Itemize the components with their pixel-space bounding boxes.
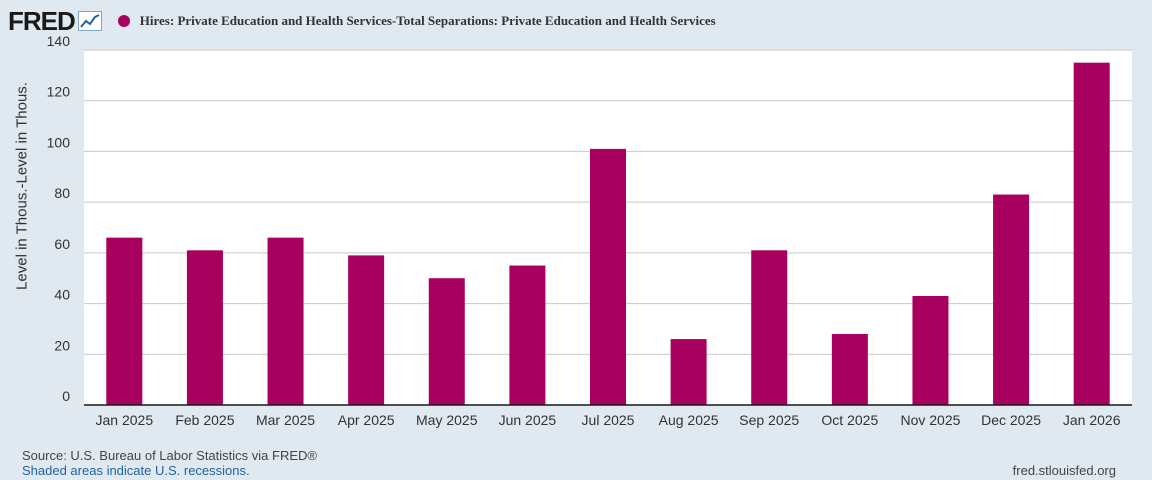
y-tick-label: 60 bbox=[54, 236, 70, 252]
x-tick-label: Oct 2025 bbox=[821, 412, 878, 428]
footer-notes: Source: U.S. Bureau of Labor Statistics … bbox=[22, 448, 317, 478]
x-tick-label: Jan 2026 bbox=[1063, 412, 1121, 428]
x-tick-label: Nov 2025 bbox=[900, 412, 960, 428]
bar-may-2025[interactable] bbox=[428, 278, 465, 405]
fred-logo[interactable]: FRED bbox=[8, 5, 76, 36]
x-tick-label: Jul 2025 bbox=[582, 412, 635, 428]
bar-mar-2025[interactable] bbox=[267, 237, 304, 405]
y-tick-label: 80 bbox=[54, 185, 70, 201]
bar-dec-2025[interactable] bbox=[993, 194, 1030, 405]
bar-nov-2025[interactable] bbox=[912, 295, 949, 405]
fred-chart-icon bbox=[77, 11, 102, 31]
bar-jun-2025[interactable] bbox=[509, 265, 546, 405]
x-tick-label: Mar 2025 bbox=[256, 412, 315, 428]
bar-aug-2025[interactable] bbox=[670, 339, 707, 405]
bar-jul-2025[interactable] bbox=[590, 148, 626, 405]
y-tick-label: 0 bbox=[62, 388, 70, 404]
source-note: Source: U.S. Bureau of Labor Statistics … bbox=[22, 448, 317, 463]
y-tick-label: 120 bbox=[47, 84, 71, 100]
x-tick-label: Dec 2025 bbox=[981, 412, 1041, 428]
y-tick-label: 20 bbox=[54, 337, 70, 353]
legend-dot bbox=[117, 15, 130, 27]
y-tick-label: 40 bbox=[54, 287, 70, 303]
bar-apr-2025[interactable] bbox=[348, 255, 385, 405]
x-tick-label: Apr 2025 bbox=[338, 412, 395, 428]
bar-sep-2025[interactable] bbox=[751, 250, 788, 405]
recession-note[interactable]: Shaded areas indicate U.S. recessions. bbox=[22, 463, 250, 478]
x-tick-label: Feb 2025 bbox=[175, 412, 234, 428]
x-tick-label: Jun 2025 bbox=[499, 412, 557, 428]
bar-feb-2025[interactable] bbox=[186, 250, 223, 405]
legend-series-title: Hires: Private Education and Health Serv… bbox=[139, 13, 716, 28]
x-tick-label: Sep 2025 bbox=[739, 412, 799, 428]
bar-chart: 0 20 40 60 80 100 120 140 Jan 2025 Feb 2025 Mar 2… bbox=[47, 33, 1132, 428]
x-tick-label: Aug 2025 bbox=[659, 412, 719, 428]
x-tick-label: May 2025 bbox=[416, 412, 478, 428]
y-tick-label: 100 bbox=[47, 134, 71, 150]
chart-header: FRED Hires: Private Education and Health… bbox=[8, 6, 716, 36]
bar-jan-2025[interactable] bbox=[106, 237, 143, 405]
site-link[interactable]: fred.stlouisfed.org bbox=[1012, 463, 1116, 478]
bar-oct-2025[interactable] bbox=[831, 334, 868, 405]
x-tick-label: Jan 2025 bbox=[96, 412, 154, 428]
y-tick-label: 140 bbox=[47, 33, 71, 49]
bar-jan-2026[interactable] bbox=[1073, 62, 1110, 406]
